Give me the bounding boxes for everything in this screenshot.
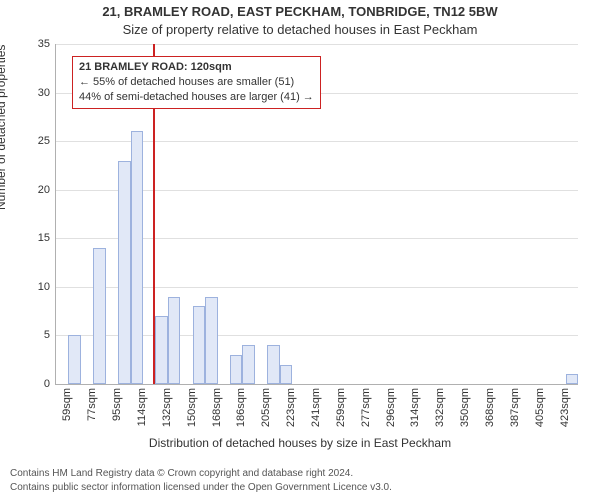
chart-title-subtitle: Size of property relative to detached ho… [0,22,600,37]
y-tick-label: 15 [38,232,50,244]
x-tick-label: 205sqm [260,388,272,427]
footer-line-2: Contains public sector information licen… [10,481,392,495]
x-tick-label: 114sqm [136,388,148,426]
x-tick-label: 368sqm [484,388,496,427]
x-tick-label: 259sqm [335,388,347,427]
histogram-bar [168,297,180,384]
histogram-bar [280,365,292,384]
histogram-bar [566,374,578,384]
x-axis-label: Distribution of detached houses by size … [0,436,600,450]
x-tick-label: 405sqm [534,388,546,427]
x-tick-label: 223sqm [285,388,297,427]
x-tick-label: 150sqm [186,388,198,427]
histogram-bar [193,306,205,384]
x-tick-label: 277sqm [360,388,372,427]
annotation-line-3: 44% of semi-detached houses are larger (… [79,90,314,105]
annotation-line-2: ← 55% of detached houses are smaller (51… [79,75,314,90]
histogram-bar [131,131,143,384]
x-tick-label: 77sqm [86,388,98,421]
plot-area: 0510152025303521 BRAMLEY ROAD: 120sqm← 5… [55,44,578,385]
reference-annotation-box: 21 BRAMLEY ROAD: 120sqm← 55% of detached… [72,56,321,109]
histogram-bar [155,316,167,384]
x-tick-label: 168sqm [211,388,223,427]
x-tick-label: 241sqm [310,388,322,427]
histogram-bar [205,297,217,384]
footer-attribution: Contains HM Land Registry data © Crown c… [10,467,392,494]
y-tick-label: 25 [38,135,50,147]
y-tick-label: 35 [38,38,50,50]
y-tick-label: 10 [38,281,50,293]
y-tick-label: 30 [38,87,50,99]
y-axis-label: Number of detached properties [0,45,8,210]
y-tick-label: 20 [38,184,50,196]
histogram-bar [93,248,105,384]
x-tick-label: 186sqm [235,388,247,427]
chart-title-address: 21, BRAMLEY ROAD, EAST PECKHAM, TONBRIDG… [0,4,600,19]
x-tick-label: 387sqm [509,388,521,427]
histogram-bar [68,335,80,384]
x-tick-label: 314sqm [409,388,421,427]
histogram-bar [118,161,130,384]
x-tick-label: 95sqm [111,388,123,421]
histogram-bar [230,355,242,384]
grid-line [56,44,578,45]
x-tick-label: 132sqm [161,388,173,427]
x-tick-label: 350sqm [459,388,471,427]
y-tick-label: 5 [44,329,50,341]
footer-line-1: Contains HM Land Registry data © Crown c… [10,467,392,481]
x-tick-label: 332sqm [434,388,446,427]
y-tick-label: 0 [44,378,50,390]
histogram-bar [267,345,279,384]
x-tick-label: 296sqm [385,388,397,427]
annotation-line-1: 21 BRAMLEY ROAD: 120sqm [79,60,314,75]
x-tick-label: 59sqm [61,388,73,421]
x-tick-label: 423sqm [559,388,571,427]
histogram-bar [242,345,254,384]
